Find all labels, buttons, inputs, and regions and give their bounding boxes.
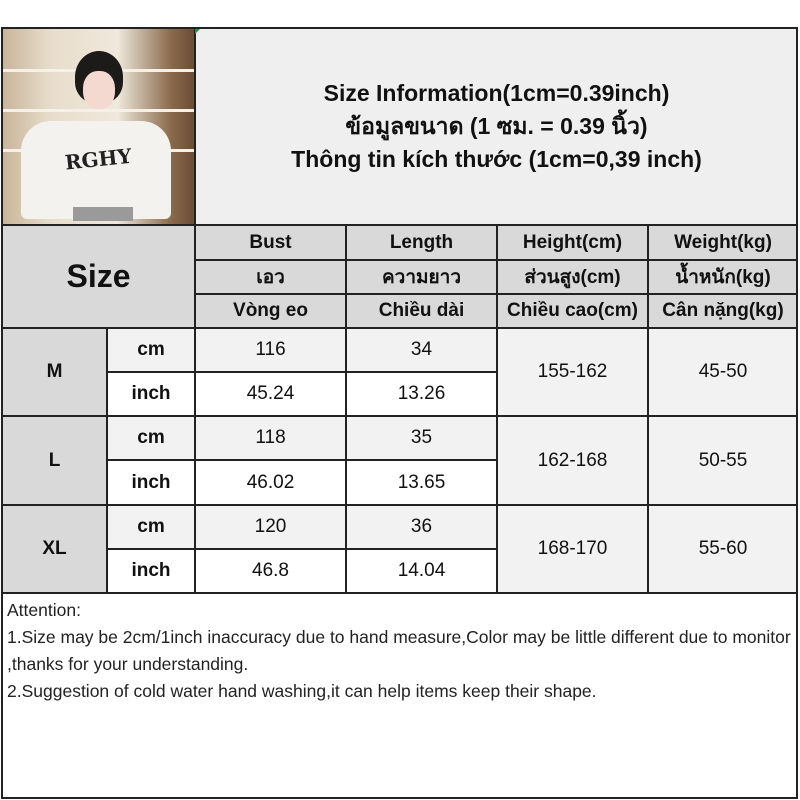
product-photo: RGHY xyxy=(2,28,195,225)
unit-cm: cm xyxy=(107,505,195,549)
model-shirt xyxy=(21,121,171,219)
height-range: 155-162 xyxy=(497,328,648,416)
title-english: Size Information(1cm=0.39inch) xyxy=(323,80,670,106)
unit-inch: inch xyxy=(107,549,195,593)
header-bust-th: เอว xyxy=(195,260,346,294)
model-face xyxy=(83,71,115,109)
height-range: 162-168 xyxy=(497,416,648,505)
length-cm: 35 xyxy=(346,416,497,460)
bust-inch: 45.24 xyxy=(195,372,346,416)
title-thai: ข้อมูลขนาด (1 ซม. = 0.39 นิ้ว) xyxy=(345,113,648,139)
height-range: 168-170 xyxy=(497,505,648,593)
unit-cm: cm xyxy=(107,416,195,460)
bust-inch: 46.8 xyxy=(195,549,346,593)
size-label-xl: XL xyxy=(2,505,107,593)
length-inch: 13.65 xyxy=(346,460,497,505)
header-weight-th: น้ำหนัก(kg) xyxy=(648,260,798,294)
weight-range: 50-55 xyxy=(648,416,798,505)
unit-inch: inch xyxy=(107,460,195,505)
size-info-title: Size Information(1cm=0.39inch) ข้อมูลขนา… xyxy=(195,28,798,225)
model-undershirt xyxy=(73,207,133,221)
unit-inch: inch xyxy=(107,372,195,416)
size-label-l: L xyxy=(2,416,107,505)
header-bust-en: Bust xyxy=(195,225,346,260)
length-cm: 36 xyxy=(346,505,497,549)
bust-cm: 120 xyxy=(195,505,346,549)
bust-cm: 116 xyxy=(195,328,346,372)
size-header: Size xyxy=(2,225,195,328)
header-length-en: Length xyxy=(346,225,497,260)
weight-range: 55-60 xyxy=(648,505,798,593)
attention-heading: Attention: xyxy=(7,600,81,620)
size-label-m: M xyxy=(2,328,107,416)
attention-notes: Attention: 1.Size may be 2cm/1inch inacc… xyxy=(2,593,798,798)
attention-note-1: 1.Size may be 2cm/1inch inaccuracy due t… xyxy=(7,627,791,674)
bust-inch: 46.02 xyxy=(195,460,346,505)
title-vietnamese: Thông tin kích thước (1cm=0,39 inch) xyxy=(291,146,702,172)
header-length-vi: Chiều dài xyxy=(346,294,497,328)
length-inch: 14.04 xyxy=(346,549,497,593)
header-height-en: Height(cm) xyxy=(497,225,648,260)
header-weight-vi: Cân nặng(kg) xyxy=(648,294,798,328)
header-height-th: ส่วนสูง(cm) xyxy=(497,260,648,294)
header-length-th: ความยาว xyxy=(346,260,497,294)
unit-cm: cm xyxy=(107,328,195,372)
weight-range: 45-50 xyxy=(648,328,798,416)
length-cm: 34 xyxy=(346,328,497,372)
attention-note-2: 2.Suggestion of cold water hand washing,… xyxy=(7,681,597,701)
header-bust-vi: Vòng eo xyxy=(195,294,346,328)
header-height-vi: Chiều cao(cm) xyxy=(497,294,648,328)
header-weight-en: Weight(kg) xyxy=(648,225,798,260)
length-inch: 13.26 xyxy=(346,372,497,416)
cell-marker xyxy=(195,28,201,34)
bust-cm: 118 xyxy=(195,416,346,460)
